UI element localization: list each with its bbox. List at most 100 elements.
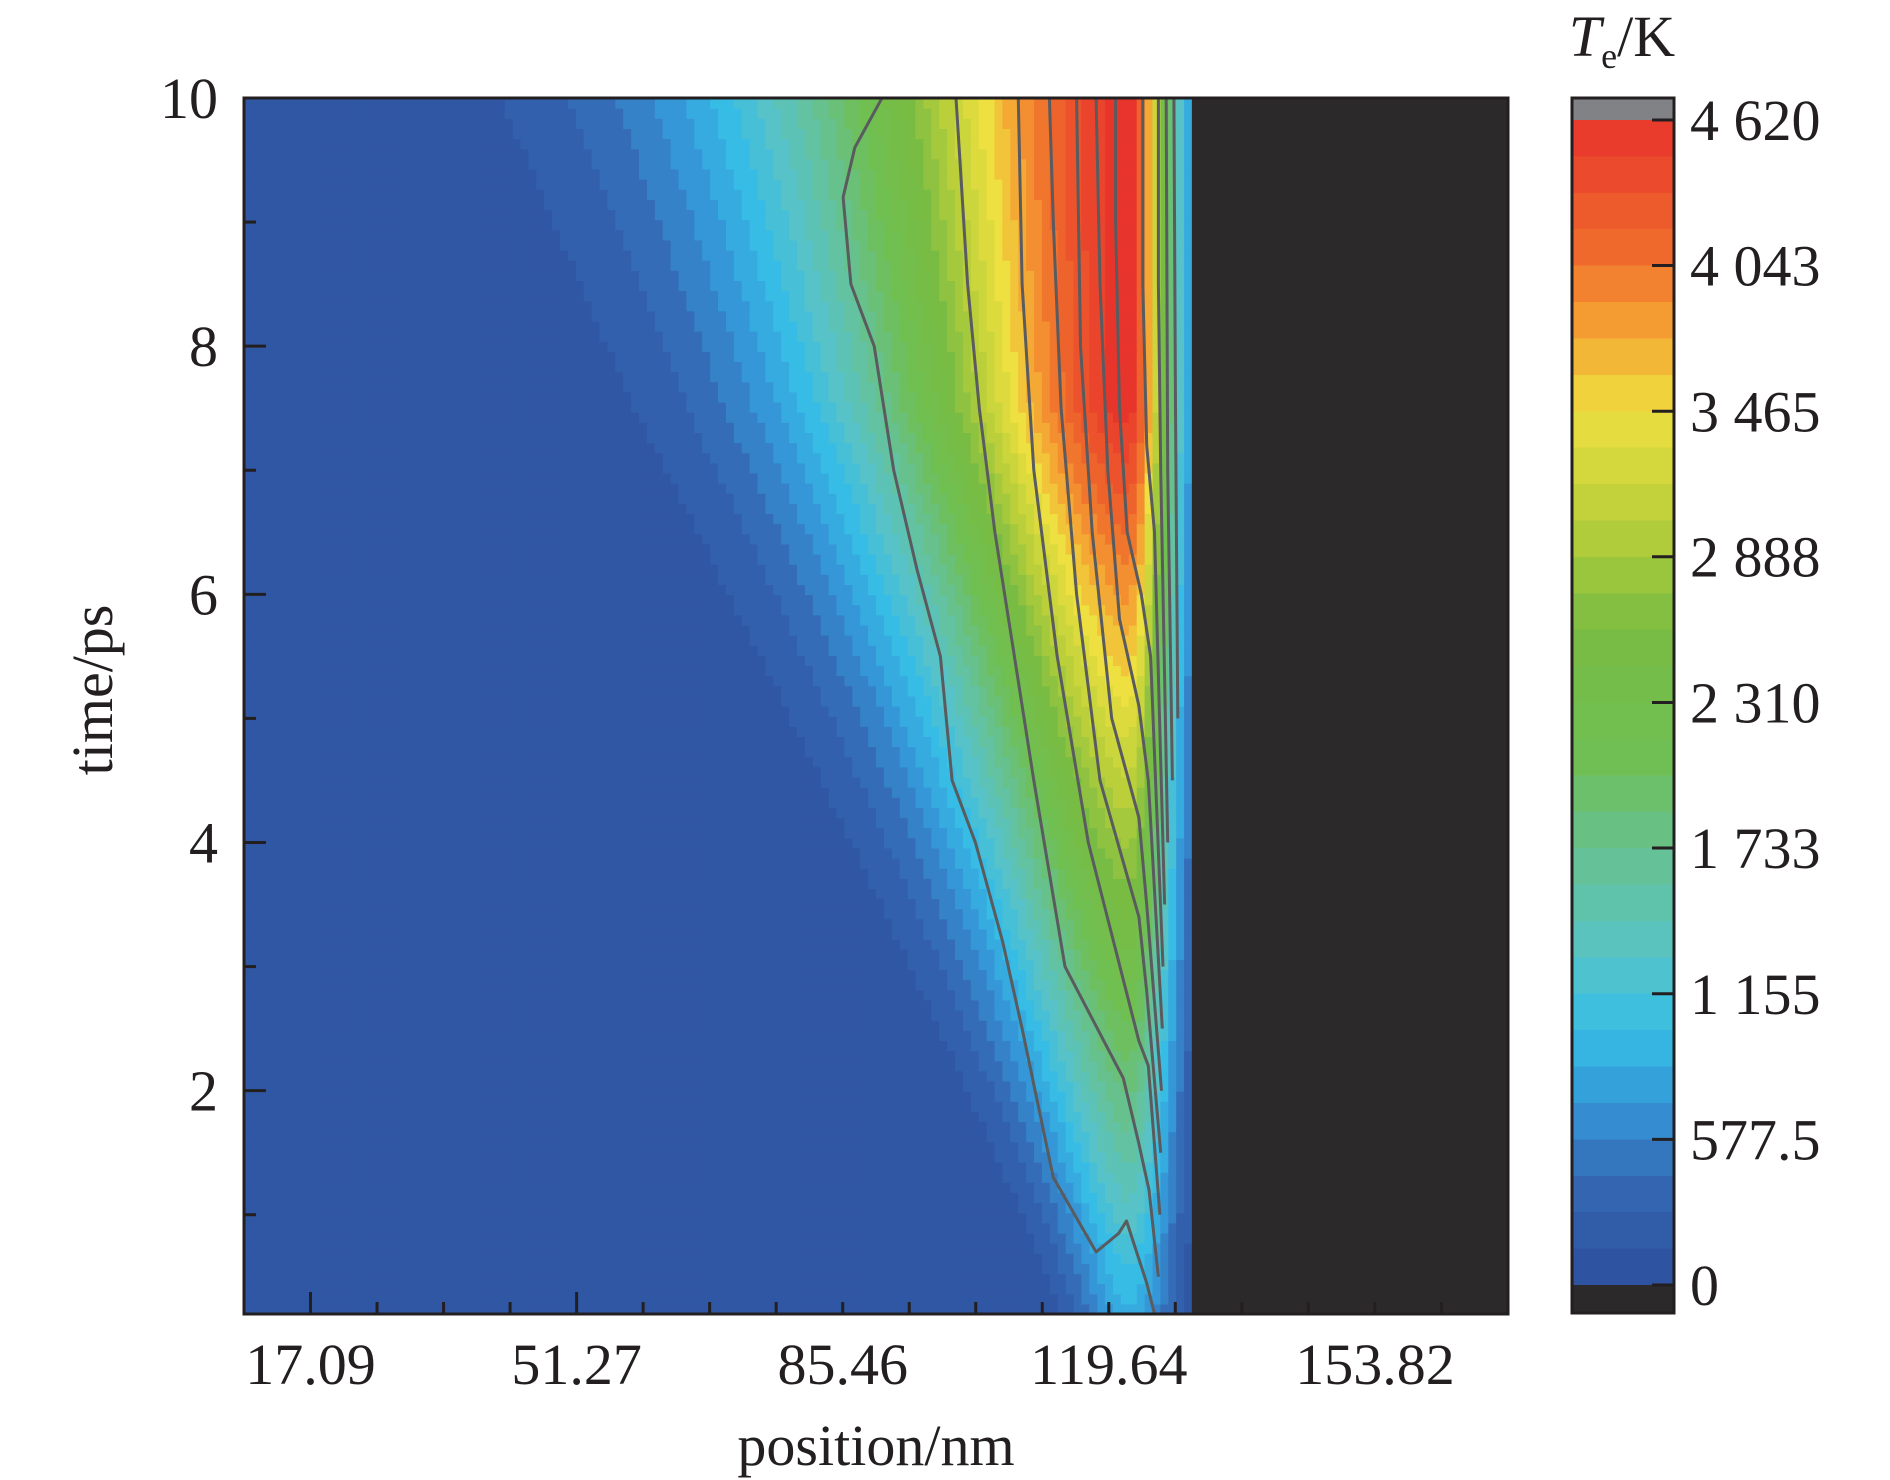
heat-cell	[528, 1051, 537, 1062]
heat-cell	[418, 909, 427, 920]
heat-cell	[892, 1294, 901, 1305]
heat-cell	[908, 1010, 917, 1021]
heat-cell	[900, 1030, 909, 1041]
heat-cell	[805, 1263, 814, 1274]
heat-cell	[900, 990, 909, 1001]
heat-cell	[963, 1091, 972, 1102]
heat-cell	[1074, 1051, 1083, 1062]
heat-cell	[844, 1101, 853, 1112]
heat-cell	[252, 1010, 261, 1021]
heat-cell	[916, 1000, 925, 1011]
heat-cell	[679, 1132, 688, 1143]
heat-cell	[789, 929, 798, 940]
heat-cell	[797, 1203, 806, 1214]
heat-cell	[718, 1111, 727, 1122]
heat-cell	[1074, 1233, 1083, 1244]
heat-cell	[615, 1253, 624, 1264]
heat-cell	[868, 1111, 877, 1122]
heat-cell	[457, 1233, 466, 1244]
heat-cell	[710, 1081, 719, 1092]
heat-cell	[868, 959, 877, 970]
heat-cell	[347, 1071, 356, 1082]
heat-cell	[600, 1051, 609, 1062]
heat-cell	[339, 1263, 348, 1274]
heat-cell	[378, 1081, 387, 1092]
heat-cell	[355, 1182, 364, 1193]
heat-cell	[884, 1000, 893, 1011]
heat-cell	[315, 1101, 324, 1112]
heat-cell	[987, 1152, 996, 1163]
heat-cell	[552, 1020, 561, 1031]
heat-cell	[931, 969, 940, 980]
heat-cell	[821, 899, 830, 910]
heat-cell	[892, 1000, 901, 1011]
heat-cell	[955, 1071, 964, 1082]
heat-cell	[655, 1273, 664, 1284]
heat-cell	[513, 919, 522, 930]
heat-cell	[639, 990, 648, 1001]
heat-cell	[291, 1040, 300, 1051]
heat-cell	[331, 1051, 340, 1062]
heat-cell	[1026, 1294, 1035, 1305]
heat-cell	[363, 1051, 372, 1062]
heat-cell	[1081, 1061, 1090, 1072]
heat-cell	[370, 1263, 379, 1274]
heat-cell	[1010, 1051, 1019, 1062]
heat-cell	[402, 1192, 411, 1203]
heat-cell	[347, 1203, 356, 1214]
heat-cell	[876, 1121, 885, 1132]
heat-cell	[876, 939, 885, 950]
heat-cell	[821, 1263, 830, 1274]
heat-cell	[1074, 1203, 1083, 1214]
heat-cell	[797, 1020, 806, 1031]
heat-cell	[1074, 939, 1083, 950]
heat-cell	[694, 1172, 703, 1183]
heat-cell	[592, 1101, 601, 1112]
heat-cell	[884, 1294, 893, 1305]
heat-cell	[465, 909, 474, 920]
heat-cell	[837, 1142, 846, 1153]
heat-cell	[821, 1213, 830, 1224]
heat-cell	[987, 1172, 996, 1183]
heat-cell	[781, 1253, 790, 1264]
heat-cell	[576, 1263, 585, 1274]
heat-cell	[821, 888, 830, 899]
heat-cell	[363, 1263, 372, 1274]
heat-cell	[1176, 1152, 1185, 1163]
heat-cell	[1160, 1253, 1169, 1264]
heat-cell	[789, 1040, 798, 1051]
heat-cell	[473, 1000, 482, 1011]
heat-cell	[1184, 1040, 1193, 1051]
heat-cell	[1002, 929, 1011, 940]
heat-cell	[726, 899, 735, 910]
heat-cell	[442, 888, 451, 899]
heat-cell	[1089, 899, 1098, 910]
heat-cell	[615, 1101, 624, 1112]
heat-cell	[908, 1020, 917, 1031]
heat-cell	[971, 1030, 980, 1041]
heat-cell	[513, 1203, 522, 1214]
heat-cell	[686, 959, 695, 970]
heat-cell	[813, 899, 822, 910]
heat-cell	[916, 1040, 925, 1051]
heat-cell	[339, 1101, 348, 1112]
heat-cell	[900, 1071, 909, 1082]
heat-cell	[449, 1192, 458, 1203]
heat-cell	[1066, 949, 1075, 960]
heat-cell	[694, 1182, 703, 1193]
heat-cell	[426, 929, 435, 940]
heat-cell	[1066, 1152, 1075, 1163]
heat-cell	[307, 1273, 316, 1284]
heat-cell	[639, 959, 648, 970]
heat-cell	[963, 1101, 972, 1112]
heat-cell	[1042, 1020, 1051, 1031]
heat-cell	[315, 1162, 324, 1173]
heat-cell	[1074, 1152, 1083, 1163]
heat-cell	[497, 1020, 506, 1031]
heat-cell	[473, 980, 482, 991]
heat-cell	[1066, 1132, 1075, 1143]
heat-cell	[386, 1213, 395, 1224]
heat-cell	[355, 959, 364, 970]
heat-cell	[536, 1101, 545, 1112]
heat-cell	[1184, 1182, 1193, 1193]
